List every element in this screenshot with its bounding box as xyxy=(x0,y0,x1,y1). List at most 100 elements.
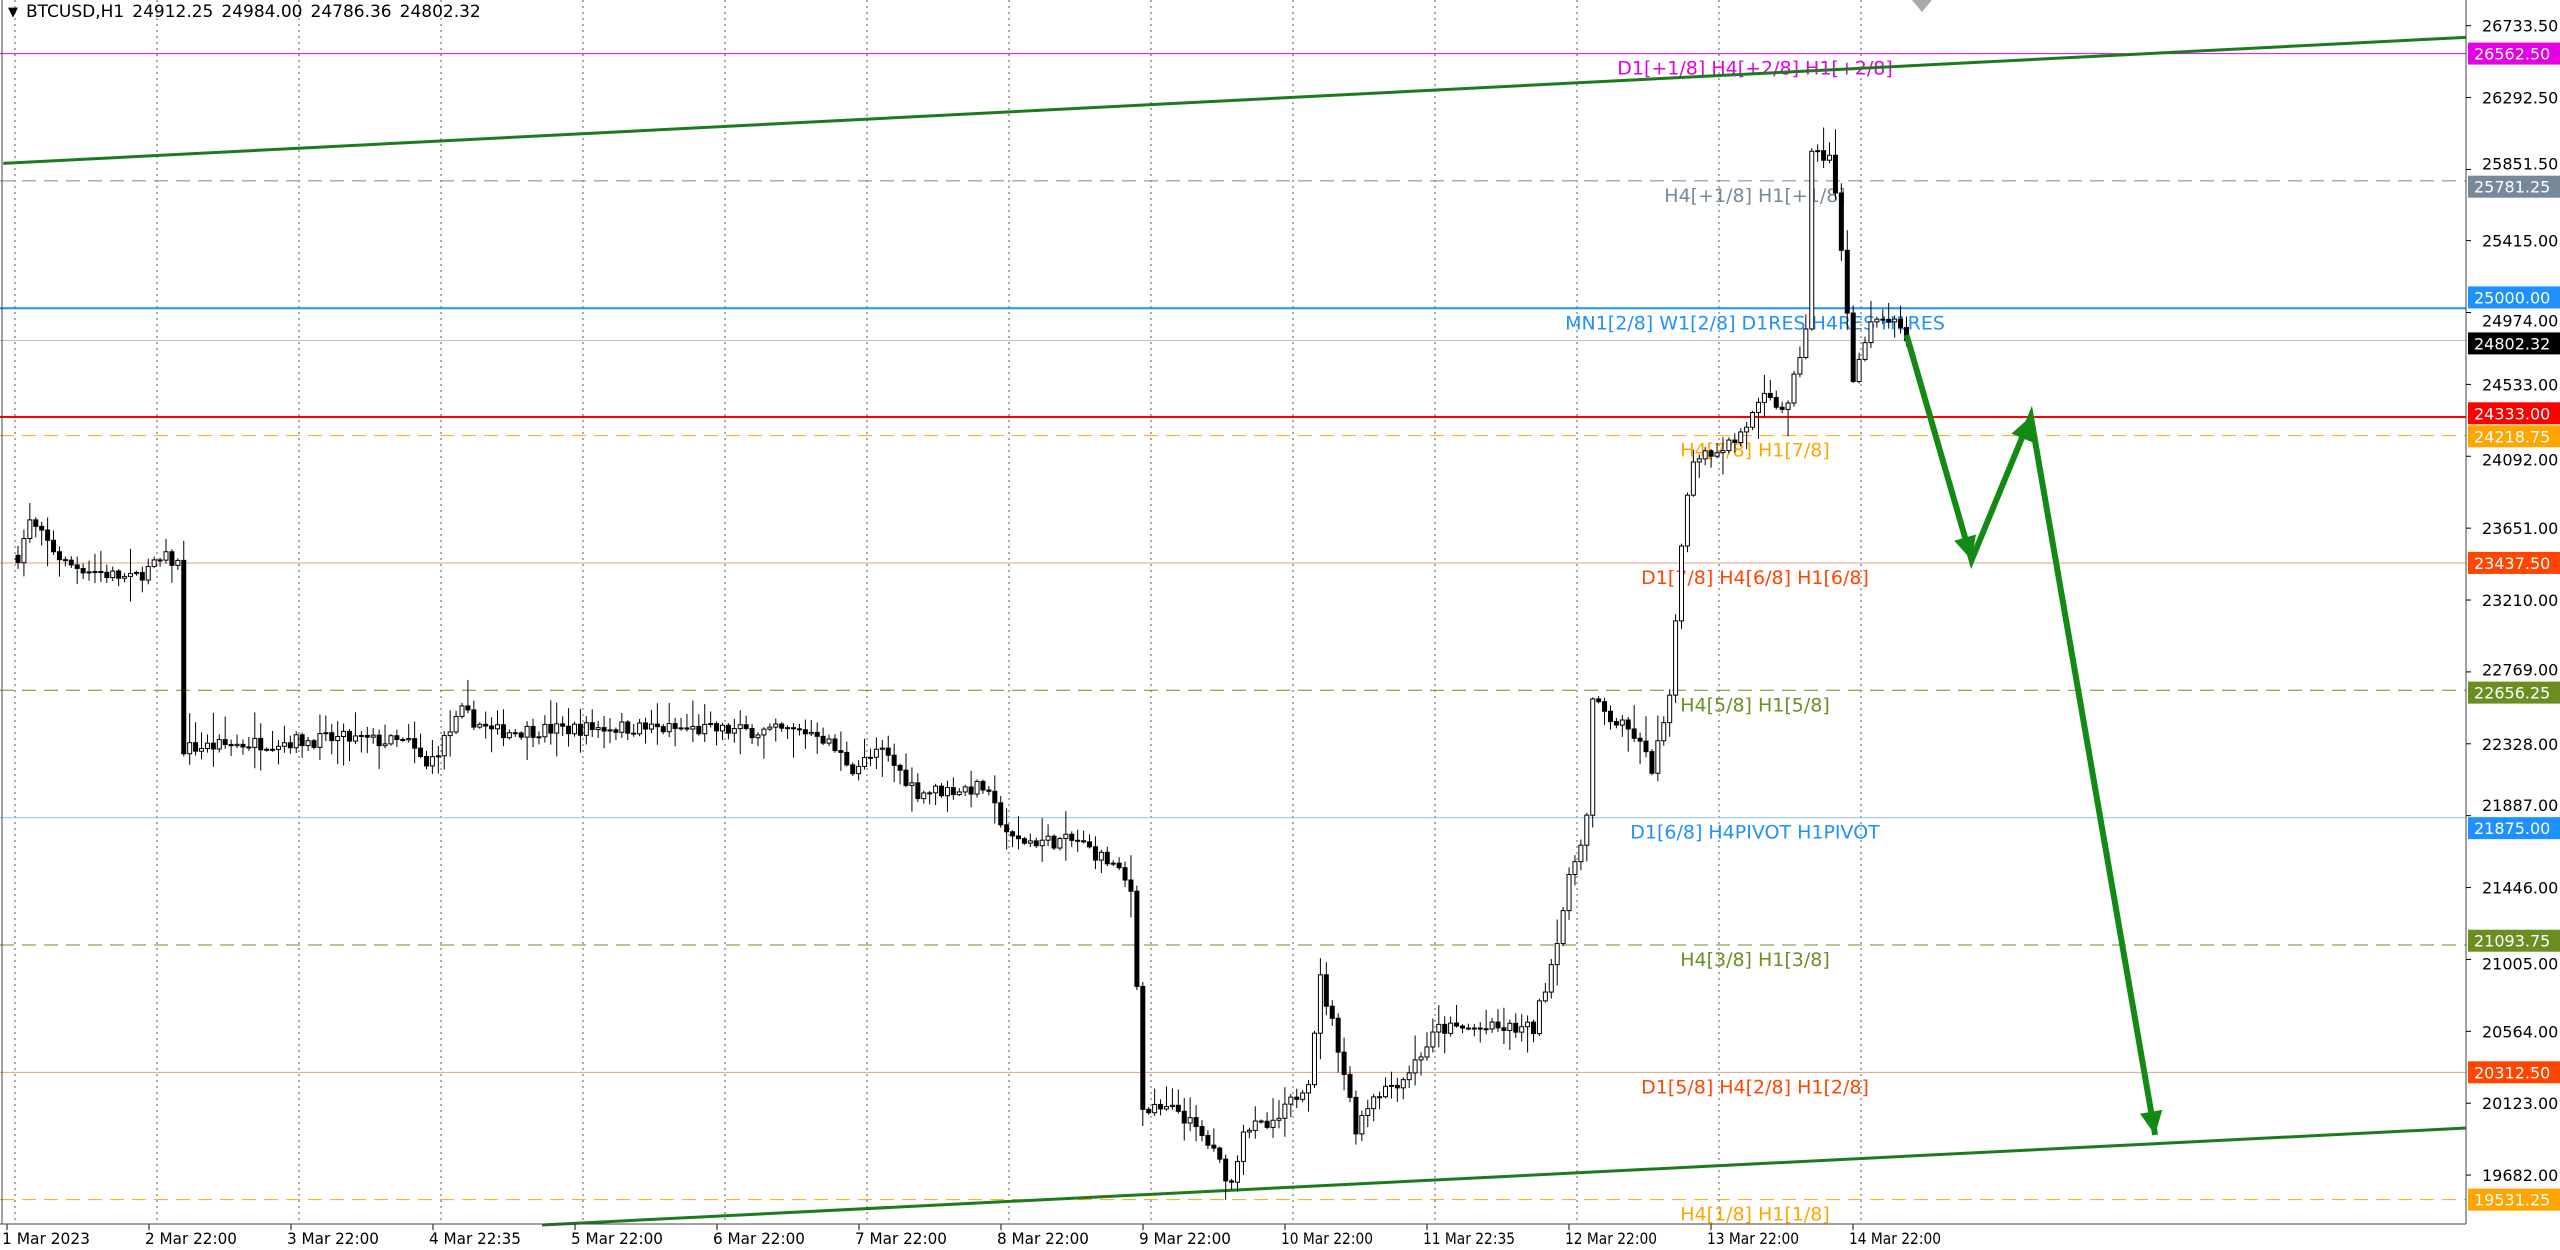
price-tag-label: 25781.25 xyxy=(2474,178,2550,197)
candle-body xyxy=(98,571,104,574)
candle-body xyxy=(1856,358,1862,382)
candle-body xyxy=(708,723,714,726)
candle-body xyxy=(560,723,566,727)
trendlines[interactable] xyxy=(3,35,2467,1227)
candle-body xyxy=(376,734,382,747)
candle-body xyxy=(1720,450,1726,454)
candle-body xyxy=(714,723,720,732)
candle-body xyxy=(643,722,649,730)
price-tag xyxy=(2468,681,2560,704)
price-tag-label: 24333.00 xyxy=(2474,404,2550,423)
candle-body xyxy=(1383,1085,1389,1098)
price-tag-label: 23437.50 xyxy=(2474,554,2550,573)
candle-body xyxy=(1134,890,1140,987)
candle-body xyxy=(962,786,968,793)
candle-body xyxy=(749,728,755,739)
candle-body xyxy=(400,738,406,741)
candle-body xyxy=(1513,1022,1519,1033)
candle-body xyxy=(1465,1027,1471,1030)
candle-body xyxy=(850,764,856,775)
candle-body xyxy=(939,785,945,797)
candle-body xyxy=(86,571,92,574)
candle-body xyxy=(329,732,335,742)
candle-body xyxy=(1815,150,1821,153)
candle-body xyxy=(364,734,370,738)
candle-body xyxy=(341,730,347,737)
forecast-arrow[interactable] xyxy=(1903,333,2163,1136)
candle-body xyxy=(631,732,637,735)
candle-body xyxy=(1454,1022,1460,1027)
candle-body xyxy=(27,519,33,540)
candle-body xyxy=(447,731,453,737)
candle-body xyxy=(844,751,850,766)
time-label: 3 Mar 22:00 xyxy=(287,1229,379,1248)
time-label: 8 Mar 22:00 xyxy=(997,1229,1089,1248)
arrow-head-icon xyxy=(1954,534,1976,561)
candle-body xyxy=(1116,862,1122,869)
candle-body xyxy=(731,728,737,734)
candle-body xyxy=(287,742,293,749)
candle-body xyxy=(33,519,39,527)
candle-body xyxy=(1033,840,1039,847)
candle-body xyxy=(554,723,560,734)
candle-body xyxy=(234,743,240,747)
candle-body xyxy=(157,559,163,562)
candle-body xyxy=(619,721,625,733)
candle-body xyxy=(500,724,506,739)
candle-body xyxy=(607,729,613,732)
candle-body xyxy=(388,735,394,745)
candle-body xyxy=(1140,985,1146,1110)
candle-body xyxy=(1087,841,1093,848)
candle-body xyxy=(684,727,690,730)
candle-body xyxy=(725,724,731,734)
candle-body xyxy=(412,738,418,749)
candle-body xyxy=(1229,1180,1235,1183)
candle-body xyxy=(1377,1096,1383,1099)
level-label: H4[+1/8] H1[+1/8] xyxy=(1664,185,1845,207)
candle-body xyxy=(915,782,921,800)
candle-body xyxy=(122,575,128,579)
candle-body xyxy=(352,735,358,742)
level-label: D1[+1/8] H4[+2/8] H1[+2/8] xyxy=(1617,58,1893,80)
candle-body xyxy=(1880,318,1886,321)
candle-body xyxy=(1430,1031,1436,1048)
candle-body xyxy=(1021,838,1027,844)
ohlc-high: 24984.00 xyxy=(221,2,303,22)
candle-body xyxy=(275,745,281,750)
candle-body xyxy=(1199,1126,1205,1136)
candle-body xyxy=(406,738,412,741)
candle-body xyxy=(1726,439,1732,452)
candle-body xyxy=(1323,974,1329,1007)
candle-body xyxy=(992,790,998,804)
candle-body xyxy=(1057,838,1063,849)
candle-body xyxy=(1750,412,1756,428)
candle-body xyxy=(418,747,424,757)
candle-body xyxy=(702,723,708,735)
candle-body xyxy=(68,559,74,566)
candle-body xyxy=(1276,1117,1282,1121)
candle-body xyxy=(1010,831,1016,837)
candle-body xyxy=(210,742,216,750)
candle-body xyxy=(199,747,205,752)
candle-body xyxy=(690,725,696,730)
candle-body xyxy=(222,739,228,745)
candle-body xyxy=(1619,719,1625,726)
candle-body xyxy=(281,742,287,747)
candle-body xyxy=(39,525,45,531)
candle-body xyxy=(305,740,311,747)
candle-body xyxy=(1128,879,1134,892)
price-tag xyxy=(2468,286,2560,309)
candle-body xyxy=(1015,835,1021,840)
candle-body xyxy=(1827,154,1833,161)
candle-body xyxy=(524,725,530,738)
triangle-down-icon[interactable]: ▼ xyxy=(8,4,18,20)
price-tag xyxy=(2468,551,2560,574)
candle-body xyxy=(145,565,151,581)
candle-body xyxy=(879,747,885,750)
candle-body xyxy=(773,723,779,728)
candle-body xyxy=(1679,545,1685,622)
candle-body xyxy=(1406,1072,1412,1081)
candle-body xyxy=(595,727,601,731)
candle-body xyxy=(1821,150,1827,161)
